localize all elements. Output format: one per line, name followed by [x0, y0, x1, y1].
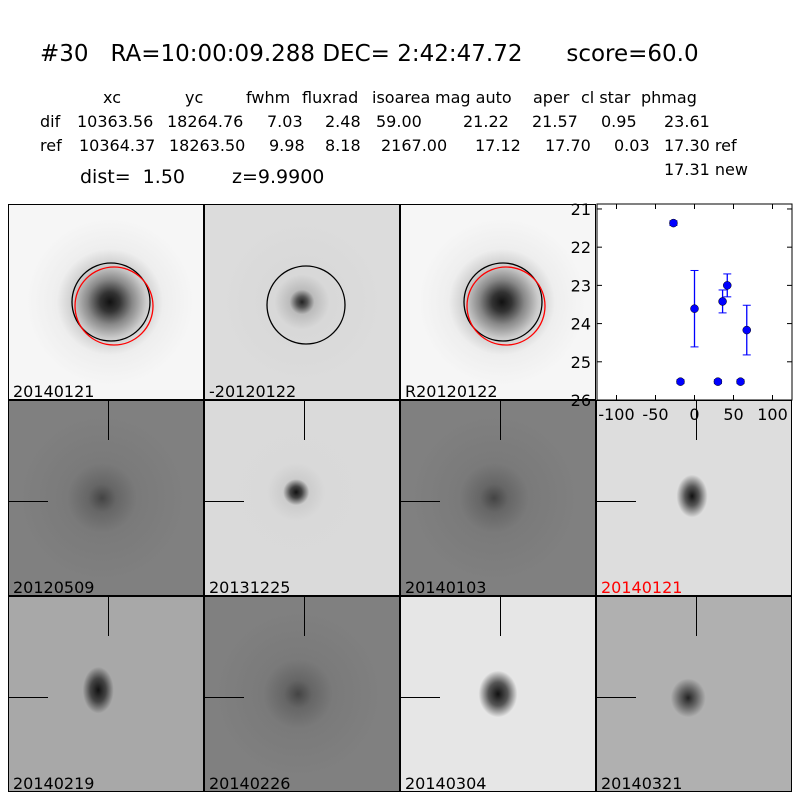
crosshair-horizontal — [597, 697, 636, 698]
lightcurve-chart: 21 22 23 24 25 26 -100 -50 0 50 100 — [571, 200, 793, 424]
stamp-date-label: R20120122 — [405, 382, 498, 400]
data-point — [713, 377, 723, 386]
crosshair-vertical — [696, 597, 697, 636]
detection-circle — [266, 265, 346, 345]
column-header: aper — [533, 88, 570, 107]
reference-circle — [74, 266, 154, 346]
data-point — [676, 377, 685, 386]
table-cell: 10364.37 — [79, 136, 156, 155]
column-header: fluxrad — [302, 88, 359, 107]
stamp-date-label: 20140121 — [13, 382, 95, 400]
y-tick-label: 21 — [571, 200, 591, 219]
table-cell: 10363.56 — [77, 112, 154, 131]
crosshair-vertical — [500, 597, 501, 636]
stamp-date-label: 20140226 — [209, 774, 291, 792]
column-header: yc — [185, 88, 204, 107]
table-cell: 21.57 — [532, 112, 578, 131]
column-header: xc — [103, 88, 121, 107]
reference-circle — [466, 266, 546, 346]
stamp-panel: 20140121 — [8, 204, 204, 400]
z-value: z=9.9900 — [232, 166, 325, 188]
stamp-date-label: 20140304 — [405, 774, 487, 792]
table-cell: 0.95 — [601, 112, 637, 131]
stamp-date-label: 20120509 — [13, 578, 95, 596]
crosshair-vertical — [304, 597, 305, 636]
stamp-panel: R20120122 — [400, 204, 596, 400]
table-cell: 0.03 — [614, 136, 650, 155]
table-cell: 23.61 — [664, 112, 710, 131]
stamp-date-label: 20140219 — [13, 774, 95, 792]
phmag-new: 17.31 new — [664, 160, 748, 179]
data-point — [736, 377, 745, 386]
x-tick-label: -50 — [642, 405, 668, 424]
table-cell: 7.03 — [267, 112, 303, 131]
y-tick-label: 26 — [571, 391, 591, 410]
data-point — [723, 281, 732, 290]
crosshair-vertical — [108, 401, 109, 440]
column-header: mag auto — [435, 88, 512, 107]
stamp-date-label: -20120122 — [209, 382, 297, 400]
data-point — [718, 297, 727, 306]
y-tick-label: 25 — [571, 353, 591, 372]
y-tick-label: 24 — [571, 315, 591, 334]
stamp-panel: 20140304 — [400, 596, 596, 792]
crosshair-horizontal — [401, 697, 440, 698]
table-cell: 9.98 — [269, 136, 305, 155]
table-cell: 21.22 — [463, 112, 509, 131]
crosshair-horizontal — [205, 501, 244, 502]
table-cell: 18264.76 — [167, 112, 244, 131]
column-header: cl star — [581, 88, 631, 107]
crosshair-vertical — [696, 401, 697, 440]
stamp-panel: 20140226 — [204, 596, 400, 792]
data-point — [690, 304, 699, 313]
table-cell: 17.12 — [475, 136, 521, 155]
stamp-panel: 20140103 — [400, 400, 596, 596]
table-cell: 2.48 — [325, 112, 361, 131]
data-point — [669, 218, 678, 228]
stamp-date-label: 20140103 — [405, 578, 487, 596]
x-tick-label: 0 — [689, 405, 699, 424]
table-cell: 17.30 ref — [664, 136, 737, 155]
stamp-panel: 20120509 — [8, 400, 204, 596]
y-tick-label: 22 — [571, 238, 591, 257]
detection-circle — [463, 262, 543, 342]
detection-circle — [71, 262, 151, 342]
stamp-date-label: 20131225 — [209, 578, 291, 596]
crosshair-vertical — [304, 401, 305, 440]
column-header: fwhm — [246, 88, 291, 107]
data-point — [742, 325, 752, 335]
column-header: phmag — [641, 88, 697, 107]
row-label: dif — [40, 112, 61, 131]
crosshair-horizontal — [9, 697, 48, 698]
y-tick-label: 23 — [571, 276, 591, 295]
crosshair-horizontal — [205, 697, 244, 698]
row-label: ref — [40, 136, 62, 155]
table-cell: 17.70 — [545, 136, 591, 155]
crosshair-horizontal — [9, 501, 48, 502]
table-cell: 18263.50 — [169, 136, 246, 155]
x-tick-label: 50 — [723, 405, 743, 424]
table-cell: 59.00 — [376, 112, 422, 131]
stamp-panel: 20140219 — [8, 596, 204, 792]
candidate-title: #30 RA=10:00:09.288 DEC= 2:42:47.72 scor… — [40, 41, 699, 67]
table-cell: 2167.00 — [381, 136, 448, 155]
crosshair-vertical — [500, 401, 501, 440]
stamp-panel: 20140321 — [596, 596, 792, 792]
stamp-panel: -20120122 — [204, 204, 400, 400]
x-tick-label: -100 — [598, 405, 634, 424]
crosshair-horizontal — [597, 501, 636, 502]
column-header: isoarea — [372, 88, 431, 107]
dist-value: dist= 1.50 — [80, 166, 185, 188]
stamp-date-label: 20140121 — [601, 578, 683, 596]
stamp-panel: 20131225 — [204, 400, 400, 596]
crosshair-vertical — [108, 597, 109, 636]
stamp-panel: 20140121 — [596, 400, 792, 596]
table-cell: 8.18 — [325, 136, 361, 155]
crosshair-horizontal — [401, 501, 440, 502]
stamp-date-label: 20140321 — [601, 774, 683, 792]
x-tick-label: 100 — [757, 405, 788, 424]
